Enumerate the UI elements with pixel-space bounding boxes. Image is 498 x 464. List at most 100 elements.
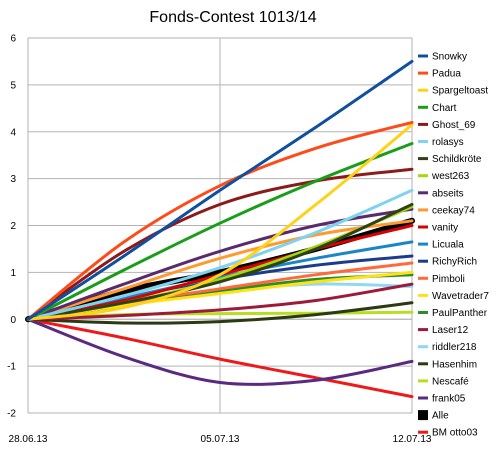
legend-label: ceekay74 (432, 205, 475, 216)
legend-label: Nescafé (432, 376, 469, 387)
legend-item: Alle (418, 410, 449, 422)
legend-swatch (418, 54, 428, 58)
legend-item: RichyRich (418, 257, 477, 268)
x-tick-label: 28.06.13 (9, 434, 48, 445)
legend-swatch (418, 345, 428, 349)
legend-swatch (418, 242, 428, 246)
legend-label: Spargeltoast (432, 86, 488, 97)
legend-label: Licuala (432, 240, 464, 251)
series-line-0 (26, 59, 414, 321)
legend-item: abseits (418, 188, 464, 199)
y-tick-label: 2 (10, 221, 16, 232)
legend-swatch (418, 276, 428, 280)
legend-label: Chart (432, 103, 457, 114)
legend-label: Alle (432, 411, 449, 422)
legend-item: riddler218 (418, 342, 477, 353)
legend-item: Padua (418, 69, 461, 80)
series-line-9 (26, 219, 414, 321)
legend-item: Hasenhim (418, 359, 477, 370)
series-line-5 (26, 188, 414, 321)
legend-label: riddler218 (432, 342, 477, 353)
series-line-2 (26, 123, 414, 321)
legend-swatch (418, 362, 428, 366)
legend-swatch (418, 259, 428, 263)
legend-item: frank05 (418, 394, 466, 405)
legend-swatch (418, 328, 428, 332)
legend-label: west263 (431, 171, 470, 182)
y-tick-label: 5 (10, 80, 16, 91)
series-line-16 (26, 282, 414, 321)
legend-swatch (418, 379, 428, 383)
legend-item: PaulPanther (418, 308, 488, 319)
legend-item: Wavetrader7 (418, 291, 489, 302)
legend-item: rolasys (418, 137, 464, 148)
series-line-22 (26, 317, 414, 399)
legend-swatch (418, 311, 428, 314)
legend-item: Spargeltoast (418, 86, 488, 97)
legend-swatch (418, 191, 428, 195)
legend-item: Nescafé (418, 376, 469, 387)
grid-lines (27, 37, 413, 414)
legend-swatch (418, 396, 428, 400)
x-tick-label: 12.07.13 (393, 434, 432, 445)
legend-label: frank05 (432, 394, 466, 405)
series-line-1 (26, 120, 414, 321)
series-line-18 (26, 301, 414, 325)
y-tick-label: 1 (10, 268, 16, 279)
legend-label: Pimboli (432, 274, 465, 285)
legend-swatch (418, 430, 428, 434)
legend: Snowky Padua Spargeltoast Chart Ghost_69rola… (418, 52, 489, 439)
legend-swatch (418, 122, 428, 126)
y-tick-label: -1 (7, 362, 16, 373)
legend-item: Chart (418, 103, 457, 114)
y-tick-label: -2 (7, 409, 16, 420)
series-lines (25, 59, 415, 399)
series-line-20 (26, 317, 414, 386)
legend-swatch (418, 105, 428, 109)
legend-item: ceekay74 (418, 205, 475, 216)
y-tick-label: 3 (10, 174, 16, 185)
y-tick-label: 6 (10, 34, 16, 45)
legend-swatch (418, 410, 428, 421)
series-line-3 (26, 142, 414, 321)
legend-label: vanity (432, 223, 458, 234)
legend-swatch (418, 225, 428, 229)
legend-item: Pimboli (418, 274, 465, 285)
y-tick-label: 0 (10, 315, 16, 326)
legend-swatch (418, 174, 428, 178)
legend-label: RichyRich (432, 257, 477, 268)
legend-item: Ghost_69 (418, 120, 476, 131)
legend-label: abseits (432, 188, 464, 199)
legend-swatch (418, 140, 428, 143)
legend-label: Hasenhim (432, 359, 477, 370)
legend-label: Snowky (432, 52, 467, 63)
legend-label: Padua (432, 69, 461, 80)
legend-label: rolasys (432, 137, 464, 148)
legend-item: vanity (418, 223, 458, 234)
legend-label: Ghost_69 (432, 120, 476, 131)
legend-swatch (418, 71, 428, 75)
legend-item: Snowky (418, 52, 467, 63)
series-line-6 (26, 202, 414, 321)
x-axis-ticks: 28.06.13 05.07.13 12.07.13 (9, 434, 432, 445)
x-tick-label: 05.07.13 (201, 434, 240, 445)
legend-label: BM otto03 (432, 428, 478, 439)
legend-label: Laser12 (432, 325, 469, 336)
legend-item: west263 (418, 171, 470, 182)
legend-item: Laser12 (418, 325, 469, 336)
legend-label: PaulPanther (432, 308, 488, 319)
legend-item: Schildkröte (418, 154, 482, 165)
legend-item: BM otto03 (418, 428, 478, 439)
legend-swatch (418, 208, 428, 212)
y-axis-ticks: -2 -1 0 1 2 3 4 5 6 (7, 34, 16, 420)
legend-swatch (418, 157, 428, 161)
chart-title: Fonds-Contest 1013/14 (149, 9, 316, 26)
series-line-4 (26, 167, 414, 321)
legend-label: Wavetrader7 (432, 291, 489, 302)
legend-swatch (418, 88, 428, 92)
y-tick-label: 4 (10, 127, 16, 138)
legend-item: Licuala (418, 240, 464, 251)
legend-swatch (418, 293, 428, 297)
legend-label: Schildkröte (432, 154, 482, 165)
